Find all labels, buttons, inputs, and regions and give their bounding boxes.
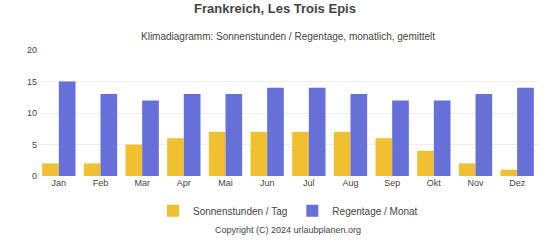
- svg-text:Sep: Sep: [384, 178, 400, 188]
- svg-text:Jan: Jan: [52, 178, 67, 188]
- svg-text:Copyright (C) 2024 urlaubplane: Copyright (C) 2024 urlaubplanen.org: [215, 225, 361, 235]
- svg-text:5: 5: [32, 140, 37, 150]
- svg-text:Regentage / Monat: Regentage / Monat: [332, 206, 417, 217]
- svg-text:Sonnenstunden / Tag: Sonnenstunden / Tag: [193, 206, 287, 217]
- svg-text:10: 10: [27, 108, 37, 118]
- svg-text:Klimadiagramm: Sonnenstunden /: Klimadiagramm: Sonnenstunden / Regentage…: [141, 31, 435, 42]
- svg-text:Feb: Feb: [93, 178, 109, 188]
- svg-text:Dez: Dez: [509, 178, 526, 188]
- svg-text:Nov: Nov: [467, 178, 484, 188]
- svg-text:Mai: Mai: [218, 178, 233, 188]
- svg-text:20: 20: [27, 45, 37, 55]
- svg-text:Frankreich, Les Trois Epis: Frankreich, Les Trois Epis: [194, 1, 356, 16]
- svg-text:Okt: Okt: [427, 178, 442, 188]
- svg-text:Mar: Mar: [134, 178, 150, 188]
- svg-text:15: 15: [27, 77, 37, 87]
- svg-text:0: 0: [32, 171, 37, 181]
- svg-text:Apr: Apr: [177, 178, 191, 188]
- svg-text:Aug: Aug: [342, 178, 358, 188]
- svg-text:Jul: Jul: [303, 178, 315, 188]
- svg-text:Jun: Jun: [260, 178, 275, 188]
